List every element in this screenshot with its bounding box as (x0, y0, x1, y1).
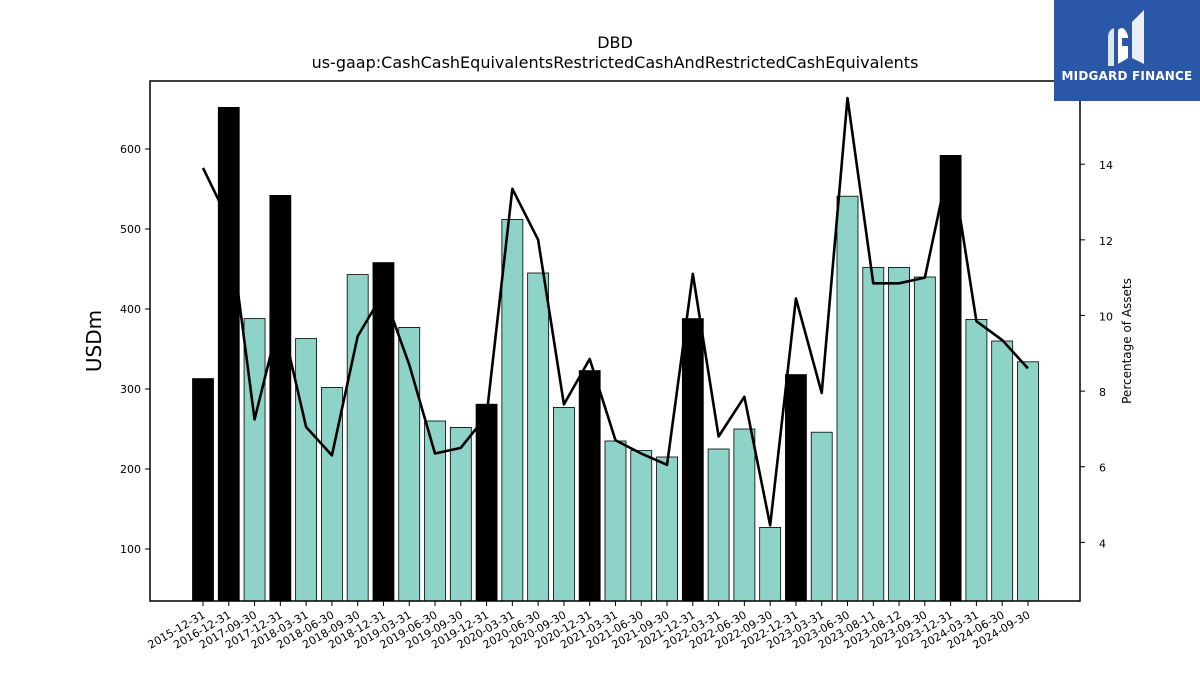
chart-title: DBD (597, 33, 633, 52)
bar (965, 318, 988, 602)
bar (913, 276, 936, 602)
bar (785, 374, 807, 602)
chart-subtitle: us-gaap:CashCashEquivalentsRestrictedCas… (312, 53, 919, 72)
bar (192, 378, 214, 602)
bar (836, 195, 859, 602)
y2-tick-label: 6 (1099, 462, 1106, 475)
bar (630, 450, 653, 602)
bar (1017, 361, 1039, 602)
bar (656, 456, 678, 602)
y-tick-label: 300 (120, 383, 141, 396)
bar (501, 218, 524, 602)
bar (862, 266, 885, 602)
y-tick-label: 500 (120, 223, 141, 236)
y2-tick-label: 12 (1099, 235, 1113, 248)
bar (681, 318, 704, 602)
bar (578, 370, 601, 602)
y-tick-label: 100 (120, 543, 141, 556)
percentage-line (201, 96, 1029, 527)
y-tick-label: 600 (120, 143, 141, 156)
midgard-logo-icon (1108, 10, 1144, 66)
bar (810, 431, 833, 602)
bar (449, 426, 472, 602)
logo-text: MIDGARD FINANCE (1061, 69, 1193, 83)
bar (707, 448, 730, 602)
bar (475, 403, 498, 602)
logo: MIDGARD FINANCE (1054, 0, 1200, 101)
y2-tick-label: 14 (1099, 159, 1113, 172)
line-layer (201, 96, 1029, 527)
bar (733, 428, 756, 602)
bar (939, 154, 962, 602)
bar (295, 338, 318, 602)
y-tick-label: 400 (120, 303, 141, 316)
y2-tick-label: 10 (1099, 310, 1113, 323)
y-axis-label: USDm (82, 310, 106, 372)
y2-axis-label: Percentage of Assets (1120, 278, 1134, 404)
bar (888, 266, 910, 602)
bar (217, 107, 240, 602)
y2-tick-label: 8 (1099, 386, 1106, 399)
bar (759, 527, 782, 602)
bars-layer (192, 107, 1039, 602)
y2-tick-label: 4 (1099, 537, 1106, 550)
y-tick-label: 200 (120, 463, 141, 476)
bar (991, 340, 1014, 602)
bar (269, 194, 292, 602)
bar (527, 272, 550, 602)
bar (604, 440, 627, 602)
bar (424, 420, 446, 602)
bar (553, 406, 575, 602)
